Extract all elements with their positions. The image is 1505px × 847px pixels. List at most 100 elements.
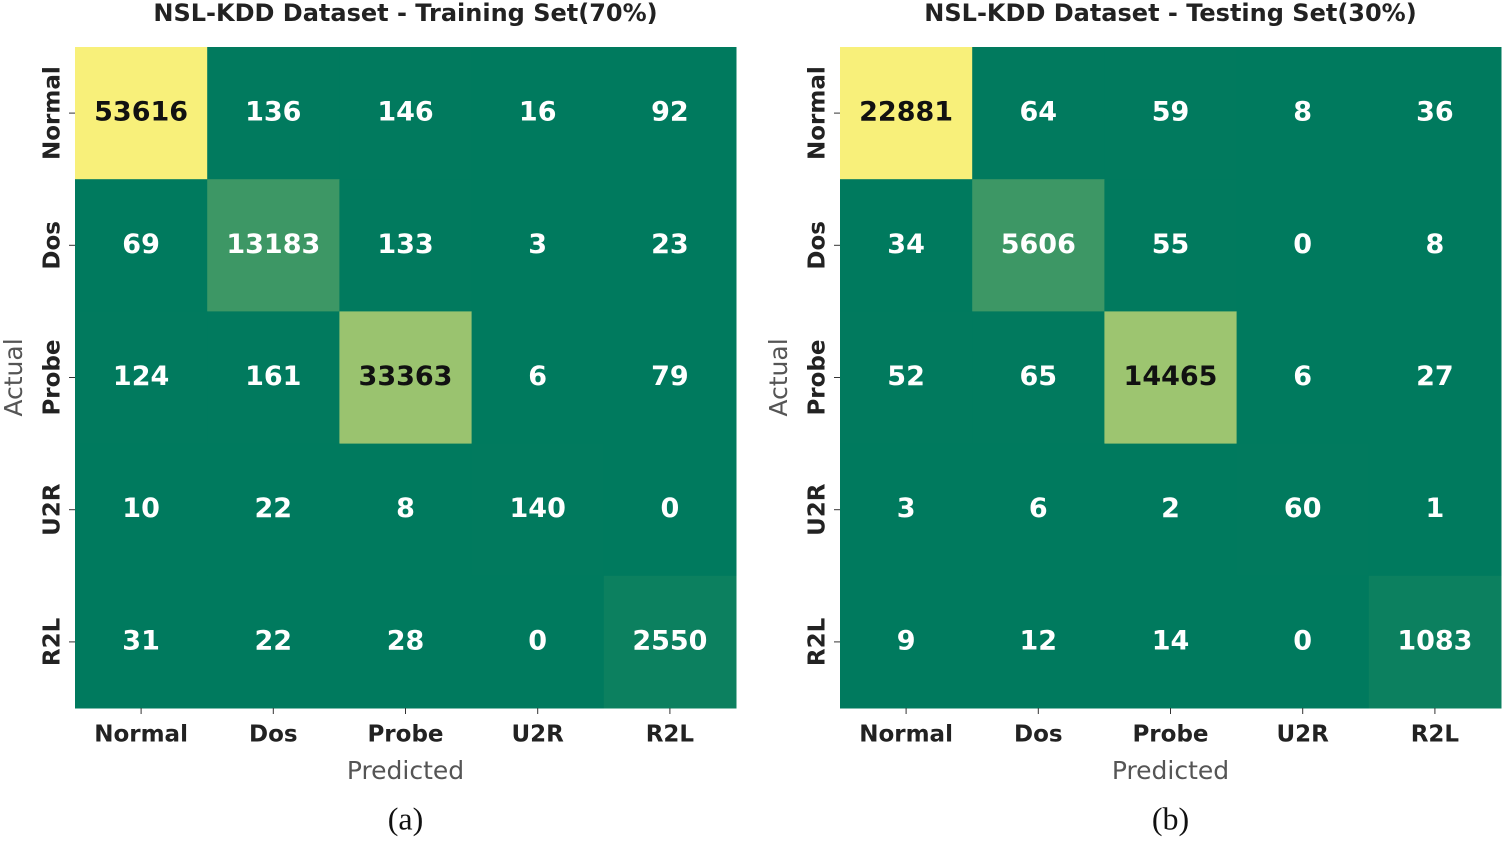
y-tick-label: U2R	[805, 483, 831, 536]
cell-label: 3	[528, 229, 547, 260]
heatmap-cell	[471, 575, 605, 709]
y-tick-label: Probe	[40, 339, 66, 415]
cell-label: 65	[1020, 361, 1058, 392]
cell-label: 6	[1029, 493, 1048, 524]
cell-label: 6	[1293, 361, 1312, 392]
cell-label: 1083	[1397, 625, 1472, 656]
cell-label: 55	[1152, 229, 1190, 260]
cell-label: 33363	[359, 361, 453, 392]
cell-label: 0	[661, 493, 680, 524]
cell-label: 28	[387, 625, 425, 656]
heatmap-cell	[1368, 311, 1502, 445]
cell-label: 0	[1293, 625, 1312, 656]
cell-label: 1	[1426, 493, 1445, 524]
cell-label: 14	[1152, 625, 1190, 656]
cell-label: 2550	[632, 625, 707, 656]
cell-label: 36	[1416, 97, 1454, 128]
heatmap-cell	[339, 443, 473, 577]
cell-label: 146	[377, 97, 433, 128]
heatmap-cell	[603, 575, 737, 709]
y-tick-label: Dos	[805, 221, 831, 270]
heatmap-cell	[75, 179, 208, 312]
heatmap-cell	[972, 179, 1105, 312]
x-tick-label: Dos	[249, 722, 298, 748]
y-tick-label: U2R	[40, 483, 66, 536]
heatmap-cell	[471, 311, 605, 445]
x-tick-label: Normal	[859, 722, 953, 748]
heatmap-cell	[840, 47, 973, 180]
heatmap-cell	[972, 311, 1105, 445]
cell-label: 124	[113, 361, 169, 392]
cell-label: 92	[651, 97, 689, 128]
cell-label: 22	[255, 493, 293, 524]
heatmap-cell	[1236, 443, 1370, 577]
cell-label: 3	[897, 493, 916, 524]
cell-label: 8	[1293, 97, 1312, 128]
heatmap-cell	[1104, 47, 1238, 180]
y-axis-label: Actual	[0, 338, 28, 416]
cell-label: 9	[897, 625, 916, 656]
x-tick-label: Probe	[367, 722, 443, 748]
cell-label: 161	[245, 361, 301, 392]
chart-title: NSL-KDD Dataset - Training Set(70%)	[153, 0, 657, 27]
heatmap-cell	[1236, 311, 1370, 445]
heatmap-cell	[840, 311, 973, 445]
cell-label: 0	[1293, 229, 1312, 260]
heatmap-cell	[603, 179, 737, 312]
heatmap-cell	[75, 575, 208, 709]
x-axis-label: Predicted	[347, 756, 464, 785]
cell-label: 13183	[226, 229, 320, 260]
heatmap-cell	[207, 179, 340, 312]
x-axis-label: Predicted	[1112, 756, 1229, 785]
cell-label: 79	[651, 361, 689, 392]
cell-label: 8	[1426, 229, 1445, 260]
heatmap-cell	[840, 575, 973, 709]
heatmap-cell	[1368, 179, 1502, 312]
caption: (b)	[1152, 800, 1189, 836]
heatmap-cell	[339, 311, 473, 445]
cell-label: 136	[245, 97, 301, 128]
x-tick-label: Normal	[94, 722, 188, 748]
heatmap-cell	[75, 443, 208, 577]
y-tick-label: Probe	[805, 339, 831, 415]
y-tick-label: R2L	[805, 617, 831, 666]
cell-label: 10	[122, 493, 160, 524]
heatmap-cell	[840, 443, 973, 577]
cell-label: 69	[122, 229, 160, 260]
cell-label: 2	[1161, 493, 1180, 524]
caption: (a)	[388, 800, 424, 836]
cell-label: 23	[651, 229, 689, 260]
heatmap-cell	[972, 47, 1105, 180]
heatmap-cell	[75, 47, 208, 180]
y-tick-label: Normal	[805, 66, 831, 160]
heatmap-cell	[603, 311, 737, 445]
heatmap-cell	[207, 443, 340, 577]
heatmap-cell	[972, 575, 1105, 709]
heatmap-cell	[339, 575, 473, 709]
cell-label: 8	[396, 493, 415, 524]
heatmap-cell	[972, 443, 1105, 577]
heatmap-cell	[1236, 575, 1370, 709]
x-tick-label: U2R	[1277, 722, 1330, 748]
x-tick-label: Dos	[1014, 722, 1063, 748]
heatmap-cell	[1236, 47, 1370, 180]
heatmap-cell	[471, 47, 605, 180]
x-tick-label: R2L	[1411, 722, 1460, 748]
heatmap-cell	[207, 575, 340, 709]
cell-label: 22	[255, 625, 293, 656]
cell-label: 52	[887, 361, 925, 392]
y-axis-label: Actual	[764, 338, 793, 416]
heatmap-cell	[1368, 443, 1502, 577]
cell-label: 53616	[94, 97, 188, 128]
heatmap-cell	[1236, 179, 1370, 312]
cell-label: 0	[528, 625, 547, 656]
cell-label: 133	[377, 229, 433, 260]
cell-label: 14465	[1124, 361, 1218, 392]
y-tick-label: Dos	[40, 221, 66, 270]
heatmap-cell	[603, 443, 737, 577]
cell-label: 34	[887, 229, 925, 260]
heatmap-cell	[207, 311, 340, 445]
cell-label: 16	[519, 97, 557, 128]
heatmap-cell	[207, 47, 340, 180]
